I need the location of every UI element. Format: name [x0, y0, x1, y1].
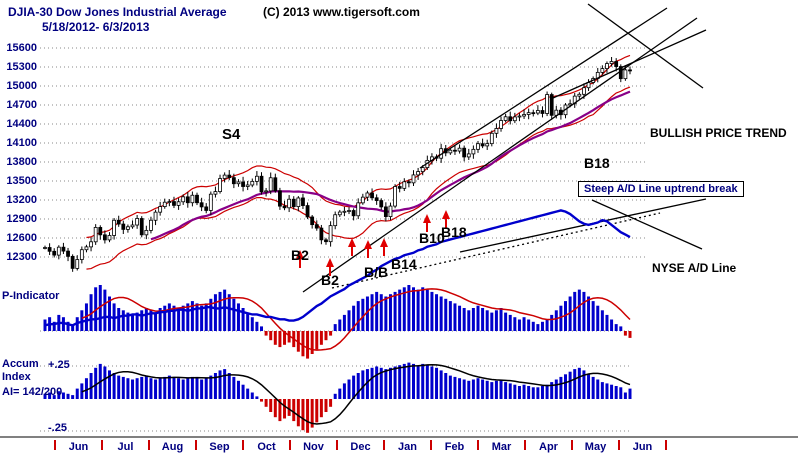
month-axis-label: Jun [632, 441, 653, 453]
signal-annotation: S4 [222, 126, 241, 143]
price-axis-label: 13500 [6, 175, 37, 187]
month-axis-label: May [584, 441, 607, 453]
price-axis-label: 14700 [6, 99, 37, 111]
price-axis-label: 13200 [6, 194, 37, 206]
ai-ratio-label: AI= 142/200 [2, 386, 63, 398]
month-axis-label: Oct [257, 441, 276, 453]
month-axis-label: Aug [161, 441, 184, 453]
price-axis-label: 15300 [6, 61, 37, 73]
price-axis-label: 12600 [6, 232, 37, 244]
price-axis-label: 14100 [6, 137, 37, 149]
month-axis-label: Jan [398, 441, 417, 453]
date-range-label: 5/18/2012- 6/3/2013 [42, 20, 150, 34]
copyright-label: (C) 2013 www.tigersoft.com [263, 5, 420, 19]
signal-annotation: B18 [584, 155, 610, 171]
month-axis-label: Nov [303, 441, 324, 453]
month-axis-label: Apr [539, 441, 558, 453]
price-axis-label: 12900 [6, 213, 37, 225]
accum-label-line1: Accum [2, 358, 39, 370]
signal-annotation: B2 [291, 247, 309, 263]
signal-annotation: B14 [391, 256, 417, 272]
plus-25-tick-label: +.25 [48, 359, 70, 371]
signal-annotation: B18 [441, 224, 467, 240]
month-axis-label: Mar [491, 441, 512, 453]
price-axis-label: 15000 [6, 80, 37, 92]
price-axis-label: 15600 [6, 42, 37, 54]
signal-annotation: B2 [321, 272, 339, 288]
chart-title: DJIA-30 Dow Jones Industrial Average [8, 5, 227, 19]
bullish-trend-label: BULLISH PRICE TREND [650, 126, 787, 140]
month-axis-label: Dec [350, 441, 371, 453]
month-axis-label: Jun [68, 441, 89, 453]
price-axis-label: 14400 [6, 118, 37, 130]
month-axis-label: Sep [209, 441, 230, 453]
nyse-ad-line-label: NYSE A/D Line [652, 261, 737, 275]
month-axis-label: Feb [444, 441, 465, 453]
signal-annotation: B10 [419, 230, 445, 246]
month-axis-label: Jul [117, 441, 134, 453]
minus-25-tick-label: -.25 [48, 422, 67, 434]
signal-annotation: B/B [364, 264, 389, 280]
price-axis-label: 13800 [6, 156, 37, 168]
price-axis-label: 12300 [6, 251, 37, 263]
accum-label-line2: Index [2, 371, 31, 383]
ad-break-callout: Steep A/D Line uptrend break [578, 181, 744, 197]
p-indicator-label: P-Indicator [2, 290, 60, 302]
